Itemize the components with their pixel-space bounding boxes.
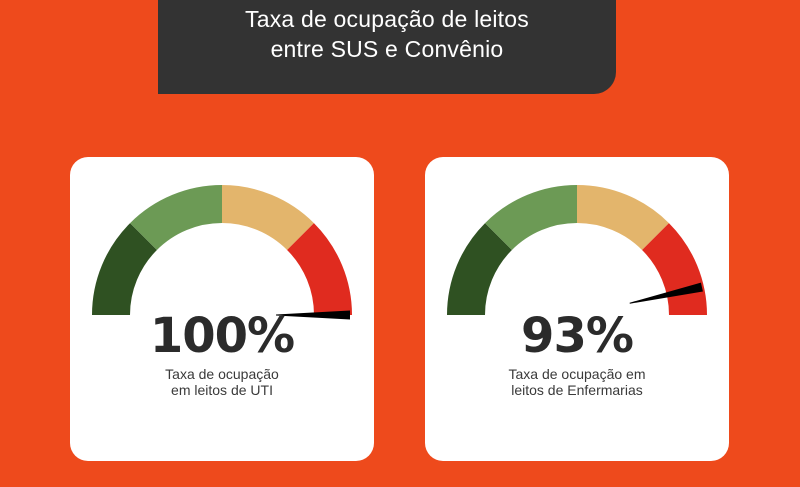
gauge-caption-uti-line-2: em leitos de UTI [171, 382, 273, 398]
page-title-line-2: entre SUS e Convênio [270, 36, 504, 62]
gauge-needle [276, 310, 350, 320]
gauge-zone-yellow [222, 185, 314, 250]
gauge-needle [629, 282, 703, 304]
gauge-zone-red [287, 223, 352, 315]
gauge-card-enfermarias: 93% Taxa de ocupação em leitos de Enferm… [425, 157, 729, 461]
gauge-value-uti: 100% [149, 308, 295, 364]
gauge-zone-dark-green [92, 223, 157, 315]
gauge-zone-dark-green [447, 223, 512, 315]
gauge-zone-light-green [130, 185, 222, 250]
gauge-chart-enfermarias [447, 185, 707, 315]
gauge-caption-enfermarias-line-1: Taxa de ocupação em [508, 366, 646, 382]
gauge-zone-yellow [577, 185, 669, 250]
gauge-chart-uti [92, 185, 352, 320]
gauge-zone-light-green [485, 185, 577, 250]
gauge-caption-enfermarias-line-2: leitos de Enfermarias [511, 382, 643, 398]
gauge-caption-uti-line-1: Taxa de ocupação [165, 366, 279, 382]
header-banner: Taxa de ocupação de leitos entre SUS e C… [158, 0, 616, 94]
page-title-line-1: Taxa de ocupação de leitos [245, 6, 529, 32]
gauge-value-enfermarias: 93% [521, 308, 634, 364]
gauge-card-uti: 100% Taxa de ocupação em leitos de UTI [70, 157, 374, 461]
